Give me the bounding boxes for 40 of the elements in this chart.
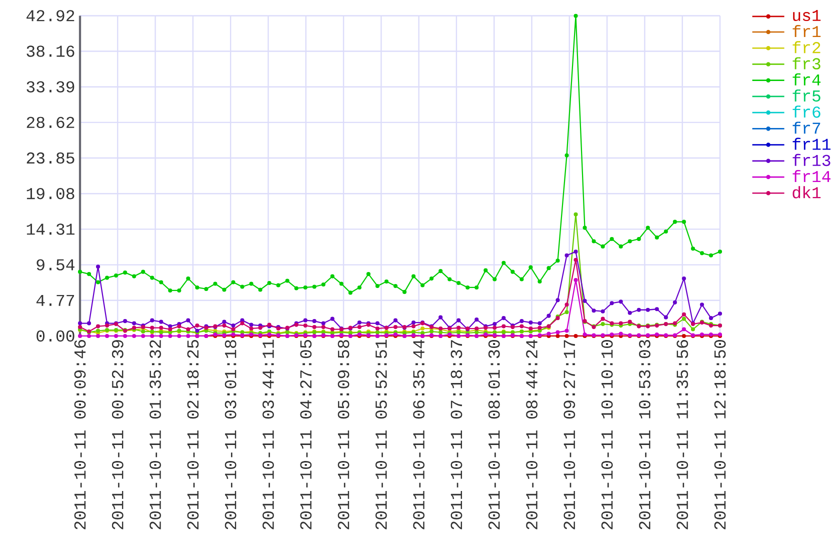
legend-label: fr4: [792, 73, 821, 86]
x-tick-label: 2011-10-11 06:35:44: [413, 340, 425, 530]
legend-label: fr1: [792, 25, 821, 37]
x-tick-label: 2011-10-11 03:44:11: [262, 340, 274, 530]
legend-label: dk1: [792, 186, 821, 198]
legend-label: fr14: [792, 170, 830, 182]
legend-label: fr6: [792, 106, 820, 118]
x-tick-label: 2011-10-11 02:18:25: [187, 340, 199, 530]
y-tick-label: 4.77: [36, 294, 74, 306]
x-tick-label: 2011-10-11 09:27:17: [564, 340, 576, 530]
x-tick-label: 2011-10-11 03:01:18: [224, 340, 236, 530]
x-tick-label: 2011-10-11 10:53:03: [639, 340, 650, 530]
y-tick-label: 23.85: [26, 152, 74, 164]
x-tick-label: 2011-10-11 05:52:51: [375, 340, 387, 530]
x-tick-label: 2011-10-11 08:44:24: [526, 340, 538, 530]
y-tick-label: 9.54: [36, 259, 74, 270]
y-tick-label: 14.31: [26, 224, 74, 235]
legend-label: fr3: [792, 57, 820, 70]
x-tick-label: 2011-10-11 10:10:10: [601, 340, 613, 530]
y-tick-label: 28.62: [26, 116, 74, 128]
y-tick-label: 19.08: [26, 188, 74, 200]
legend-label: fr2: [792, 41, 820, 54]
x-tick-label: 2011-10-11 12:18:50: [714, 340, 726, 530]
x-tick-label: 2011-10-11 01:35:32: [150, 340, 161, 530]
legend-label: fr7: [792, 122, 820, 134]
x-tick-label: 2011-10-11 05:09:58: [338, 340, 350, 530]
y-tick-label: 33.39: [26, 81, 74, 92]
x-tick-label: 2011-10-11 00:52:39: [112, 340, 124, 530]
y-tick-label: 42.92: [26, 10, 74, 22]
y-tick-label: 0.00: [36, 330, 74, 342]
y-tick-label: 38.16: [26, 46, 74, 57]
x-tick-label: 2011-10-11 00:09:46: [74, 340, 86, 530]
x-tick-label: 2011-10-11 08:01:30: [488, 340, 500, 530]
x-tick-label: 2011-10-11 11:35:56: [676, 340, 688, 530]
legend-label: fr13: [792, 154, 830, 166]
x-tick-label: 2011-10-11 04:27:05: [300, 340, 312, 530]
x-tick-label: 2011-10-11 07:18:37: [450, 340, 462, 530]
legend-label: fr5: [792, 89, 820, 102]
legend-label: us1: [793, 10, 821, 22]
legend-label: fr11: [792, 138, 830, 150]
